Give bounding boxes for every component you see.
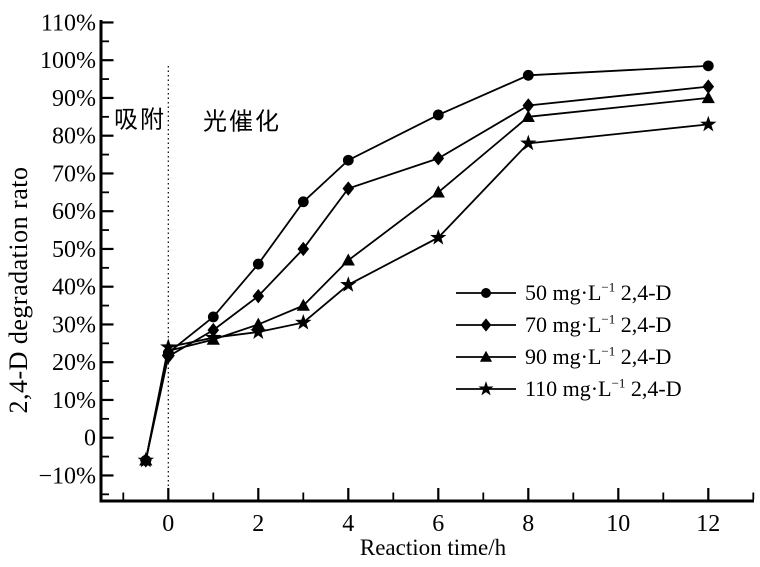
data-point-star <box>295 313 312 330</box>
legend-entry-label: 90 mg·L−1 2,4-D <box>525 343 672 369</box>
data-point-circle <box>252 258 264 270</box>
data-point-triangle <box>431 185 445 198</box>
x-tick-label: 2 <box>252 511 264 537</box>
y-tick-label: 110% <box>41 10 96 36</box>
x-tick-label: 4 <box>342 511 354 537</box>
data-point-circle <box>702 60 714 72</box>
data-point-circle <box>297 196 309 208</box>
legend-entry-label: 70 mg·L−1 2,4-D <box>525 311 672 337</box>
legend-entry: 50 mg·L−1 2,4-D <box>456 277 682 309</box>
y-tick-label: 40% <box>52 275 96 301</box>
series-diamond <box>140 79 715 468</box>
data-point-diamond <box>702 79 715 94</box>
data-point-diamond <box>432 151 445 166</box>
x-tick-label: 6 <box>432 511 444 537</box>
data-point-circle <box>342 154 354 166</box>
data-point-star <box>160 338 177 355</box>
diamond-marker-icon <box>456 318 516 332</box>
data-point-star <box>250 323 267 339</box>
legend-entry: 90 mg·L−1 2,4-D <box>456 341 682 373</box>
data-point-triangle <box>341 253 355 266</box>
data-point-triangle <box>701 91 715 104</box>
circle-marker-icon <box>456 288 516 298</box>
data-point-diamond <box>297 241 310 257</box>
y-axis-ticks: 110% 100% 90% 80% 70% 60% 50% 40% 30% 20% 10% 0 −10% <box>38 10 114 496</box>
y-tick-label: 60% <box>52 199 96 225</box>
data-point-circle <box>522 69 534 81</box>
data-point-star <box>340 276 357 292</box>
data-point-star <box>478 381 494 396</box>
data-point-triangle <box>521 110 535 123</box>
data-point-diamond <box>480 318 492 332</box>
x-tick-label: 0 <box>162 511 174 537</box>
data-point-triangle <box>479 350 493 362</box>
x-tick-label: 10 <box>606 511 630 537</box>
legend-entry: 110 mg·L−1 2,4-D <box>456 373 682 405</box>
annotation-photocatalysis-phase: 光催化 <box>203 109 281 136</box>
data-point-diamond <box>522 98 535 113</box>
data-point-star <box>700 115 717 132</box>
y-tick-label: 10% <box>52 388 96 414</box>
data-point-star <box>205 329 222 345</box>
data-point-star <box>137 451 154 468</box>
data-point-diamond <box>252 288 265 304</box>
y-tick-label: 70% <box>52 161 96 187</box>
y-tick-label: 20% <box>52 350 96 376</box>
x-axis-title: Reaction time/h <box>359 535 507 560</box>
legend-entry-label: 110 mg·L−1 2,4-D <box>525 375 682 401</box>
y-tick-label: 80% <box>52 124 96 150</box>
legend-entry: 70 mg·L−1 2,4-D <box>456 309 682 341</box>
y-axis-title: 2,4-D degradation rato <box>4 166 33 414</box>
annotation-adsorption-phase: 吸附 <box>114 107 166 134</box>
data-point-diamond <box>342 181 355 196</box>
y-tick-label: 90% <box>52 86 96 112</box>
data-point-star <box>520 134 537 151</box>
triangle-marker-icon <box>456 350 516 362</box>
data-point-triangle <box>296 298 310 311</box>
x-tick-label: 12 <box>696 511 720 537</box>
legend-entry-label: 50 mg·L−1 2,4-D <box>525 279 672 305</box>
y-tick-label: 100% <box>40 48 96 74</box>
x-axis-ticks: 0 2 4 6 8 10 12 <box>122 488 755 537</box>
data-point-star <box>430 229 447 245</box>
legend: 50 mg·L−1 2,4-D 70 mg·L−1 2,4-D 90 mg·L−1 … <box>456 277 682 405</box>
series-star <box>137 115 717 468</box>
data-point-circle <box>207 311 219 323</box>
y-tick-label: 0 <box>84 426 96 452</box>
y-tick-label: 50% <box>52 237 96 263</box>
x-tick-label: 8 <box>522 511 534 537</box>
y-tick-label: −10% <box>38 463 96 489</box>
data-point-circle <box>481 288 491 298</box>
star-marker-icon <box>456 381 516 396</box>
y-tick-label: 30% <box>52 312 96 338</box>
data-point-circle <box>432 109 444 121</box>
